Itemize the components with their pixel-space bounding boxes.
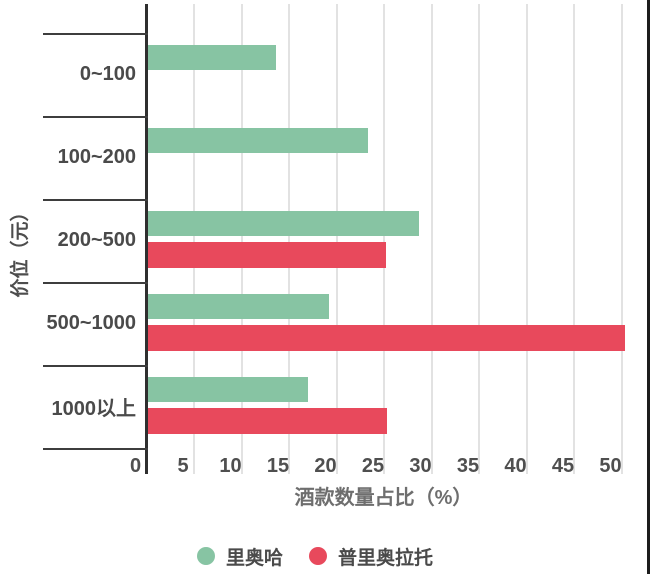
x-tick-label: 40: [504, 455, 527, 477]
category-tick-line: [43, 448, 148, 450]
x-tick-label: 15: [266, 455, 290, 477]
x-tick-label: 45: [551, 455, 575, 477]
category-label: 100~200: [57, 146, 136, 168]
gridline-45: [573, 4, 575, 474]
x-axis-title: 酒款数量占比（%）: [294, 487, 473, 509]
category-label: 1000以上: [51, 398, 137, 420]
bar-普里奥拉托-200~500: [148, 242, 387, 268]
category-tick-line: [43, 33, 148, 35]
gridline-20: [335, 4, 338, 474]
category-tick-line: [43, 199, 148, 201]
x-tick-label: 35: [456, 455, 480, 477]
x-tick-label: 50: [599, 455, 622, 477]
y-axis-line: [145, 4, 148, 474]
legend-item: 普里奥拉托: [309, 543, 433, 570]
gridline-15: [288, 4, 290, 474]
legend-label: 里奥哈: [225, 547, 283, 569]
gridline-25: [383, 4, 385, 474]
legend-dot-icon: [309, 547, 327, 565]
gridline-5: [193, 4, 195, 474]
x-tick-label: 0: [129, 455, 142, 477]
x-tick-label: 10: [219, 455, 242, 477]
bar-里奥哈-200~500: [148, 211, 419, 236]
category-tick-line: [43, 282, 148, 284]
x-tick-label: 5: [177, 455, 189, 477]
x-tick-label: 25: [361, 455, 385, 477]
category-label: 0~100: [79, 63, 136, 85]
gridline-50: [620, 4, 623, 474]
bar-里奥哈-0~100: [148, 45, 277, 70]
gridline-40: [525, 4, 528, 474]
bar-里奥哈-500~1000: [148, 294, 329, 319]
gridline-30: [430, 4, 433, 474]
gridline-10: [240, 4, 243, 474]
bar-里奥哈-1000以上: [148, 377, 308, 402]
category-label: 200~500: [57, 229, 136, 251]
category-tick-line: [43, 116, 148, 118]
legend-dot-icon: [196, 547, 215, 565]
x-tick-label: 30: [409, 455, 432, 477]
x-tick-label: 20: [314, 455, 337, 477]
legend: 里奥哈 普里奥拉托: [0, 543, 640, 570]
legend-label: 普里奥拉托: [338, 547, 434, 569]
category-label: 500~1000: [46, 312, 136, 334]
right-edge-border: [647, 0, 650, 574]
bar-普里奥拉托-1000以上: [148, 408, 388, 434]
bar-里奥哈-100~200: [148, 128, 369, 153]
gridline-35: [478, 4, 480, 474]
legend-item: 里奥哈: [196, 543, 283, 570]
bar-普里奥拉托-500~1000: [148, 325, 625, 351]
category-tick-line: [43, 365, 148, 367]
